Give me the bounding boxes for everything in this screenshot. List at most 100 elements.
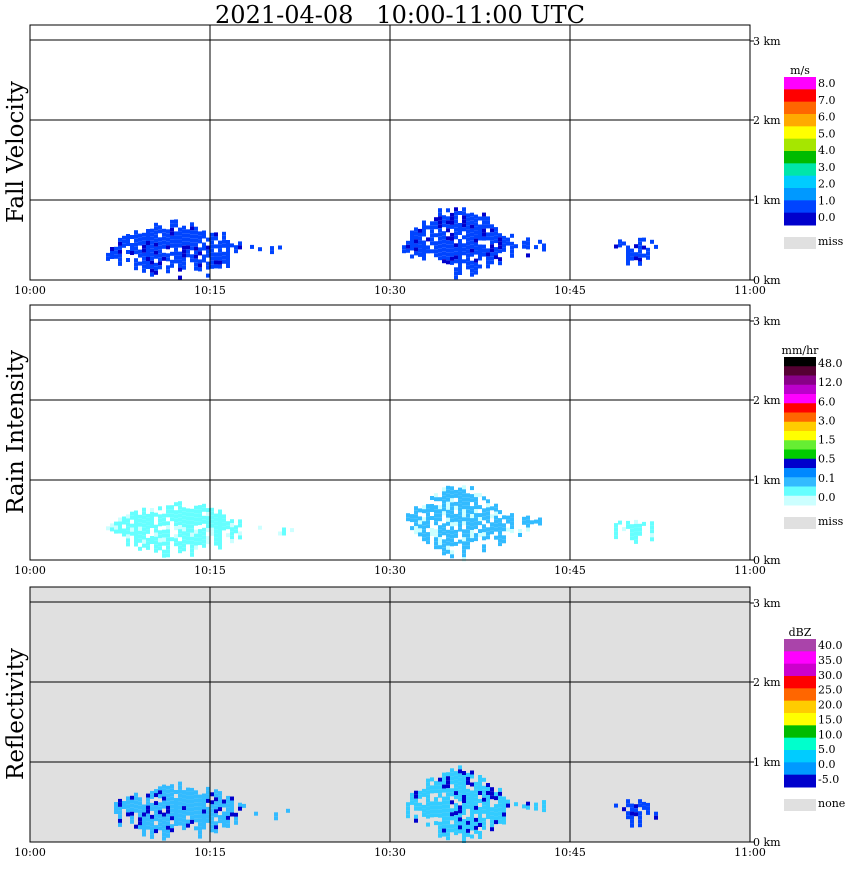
radar-cell bbox=[534, 245, 538, 250]
radar-cell bbox=[466, 537, 470, 542]
radar-cell bbox=[614, 535, 618, 540]
radar-cell bbox=[634, 527, 638, 532]
radar-cell bbox=[202, 258, 206, 263]
radar-cell bbox=[134, 792, 138, 797]
radar-cell bbox=[446, 824, 450, 829]
radar-cell bbox=[630, 819, 634, 824]
radar-cell bbox=[146, 245, 150, 249]
radar-cell bbox=[218, 513, 222, 518]
radar-cell bbox=[182, 237, 186, 242]
radar-cell bbox=[158, 794, 162, 799]
radar-cell bbox=[178, 513, 182, 518]
radar-cell bbox=[478, 799, 482, 803]
radar-cell bbox=[438, 244, 442, 249]
radar-cell bbox=[226, 533, 230, 538]
radar-cell bbox=[186, 237, 190, 242]
radar-cell bbox=[130, 815, 134, 820]
radar-cell bbox=[442, 251, 446, 256]
radar-cell bbox=[434, 233, 438, 238]
radar-cell bbox=[630, 815, 634, 820]
radar-cell bbox=[442, 776, 446, 781]
radar-cell bbox=[446, 549, 450, 554]
radar-cell bbox=[466, 820, 470, 825]
radar-cell bbox=[170, 796, 174, 801]
radar-cell bbox=[498, 237, 502, 242]
radar-cell bbox=[438, 513, 442, 518]
radar-cell bbox=[426, 524, 430, 529]
radar-cell bbox=[166, 229, 170, 234]
radar-cell bbox=[134, 808, 138, 813]
radar-cell bbox=[466, 233, 470, 238]
radar-cell bbox=[166, 509, 170, 514]
colorbar-missing-label: miss bbox=[818, 515, 844, 528]
radar-cell bbox=[182, 507, 186, 512]
radar-cell bbox=[430, 241, 434, 246]
radar-cell bbox=[162, 529, 166, 534]
radar-cell bbox=[234, 525, 238, 530]
radar-cell bbox=[454, 811, 458, 816]
radar-cell bbox=[446, 820, 450, 825]
radar-cell bbox=[462, 811, 466, 815]
radar-cell bbox=[414, 526, 418, 531]
radar-cell bbox=[458, 271, 462, 275]
radar-cell bbox=[454, 823, 458, 828]
radar-cell bbox=[434, 225, 438, 230]
radar-cell bbox=[450, 824, 454, 829]
radar-cell bbox=[118, 253, 122, 258]
radar-cell bbox=[470, 248, 474, 253]
radar-cell bbox=[478, 252, 482, 257]
radar-cell bbox=[422, 256, 426, 261]
radar-cell bbox=[162, 800, 166, 805]
radar-cell bbox=[154, 230, 158, 235]
radar-cell bbox=[462, 799, 466, 803]
x-tick-label: 10:15 bbox=[194, 284, 226, 297]
radar-cell bbox=[186, 536, 190, 541]
radar-cell bbox=[634, 808, 638, 813]
radar-cell bbox=[142, 832, 146, 837]
radar-cell bbox=[170, 812, 174, 817]
radar-cell bbox=[178, 525, 182, 530]
radar-cell bbox=[458, 255, 462, 259]
radar-cell bbox=[642, 237, 646, 242]
radar-cell bbox=[462, 227, 466, 232]
radar-cell bbox=[446, 208, 450, 213]
radar-cell bbox=[182, 790, 186, 795]
radar-cell bbox=[170, 227, 174, 232]
radar-cell bbox=[454, 207, 458, 212]
radar-cell bbox=[482, 252, 486, 257]
radar-cell bbox=[158, 518, 162, 523]
colorbar-missing-swatch bbox=[784, 237, 816, 249]
radar-cell bbox=[146, 801, 150, 806]
radar-cell bbox=[166, 253, 170, 258]
radar-cell bbox=[542, 243, 546, 248]
colorbar-swatch bbox=[784, 200, 816, 214]
radar-cell bbox=[178, 227, 182, 232]
radar-cell bbox=[194, 509, 198, 514]
radar-cell bbox=[422, 220, 426, 225]
radar-cell bbox=[482, 236, 486, 241]
radar-cell bbox=[474, 501, 478, 506]
radar-cell bbox=[466, 241, 470, 246]
radar-cell bbox=[162, 836, 166, 841]
colorbar-label: 30.0 bbox=[818, 669, 843, 682]
radar-cell bbox=[474, 821, 478, 826]
radar-cell bbox=[134, 242, 138, 247]
radar-cell bbox=[186, 253, 190, 258]
radar-cell bbox=[494, 527, 498, 532]
radar-cell bbox=[458, 223, 462, 227]
radar-cell bbox=[226, 803, 230, 808]
radar-cell bbox=[286, 808, 290, 813]
radar-cell bbox=[150, 802, 154, 807]
radar-cell bbox=[422, 509, 426, 514]
radar-cell bbox=[446, 812, 450, 817]
radar-cell bbox=[490, 791, 494, 796]
radar-cell bbox=[174, 790, 178, 794]
radar-cell bbox=[138, 253, 142, 258]
radar-cell bbox=[470, 782, 474, 787]
radar-cell bbox=[142, 260, 146, 265]
radar-cell bbox=[166, 785, 170, 790]
radar-cell bbox=[210, 256, 214, 261]
radar-cell bbox=[210, 824, 214, 829]
radar-cell bbox=[446, 780, 450, 785]
radar-cell bbox=[146, 233, 150, 237]
